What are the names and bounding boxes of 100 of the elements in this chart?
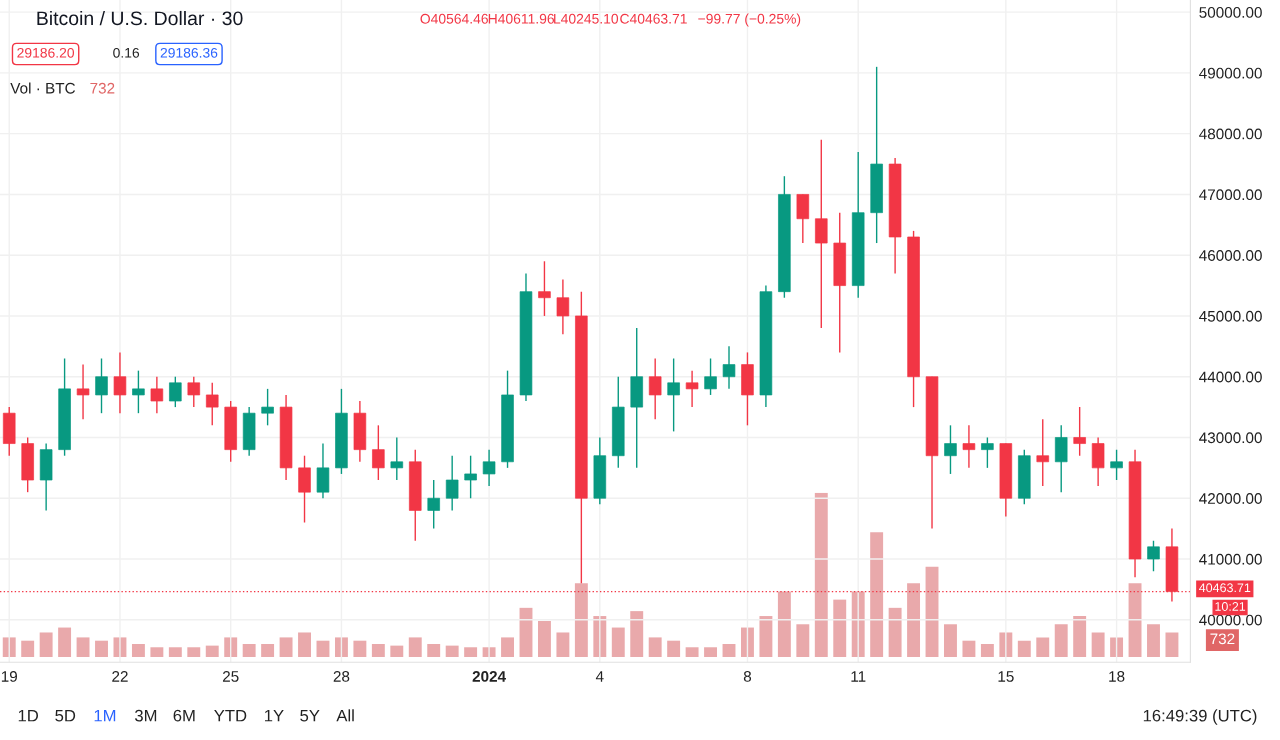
- y-tick-label: 40000.00: [1199, 614, 1262, 626]
- bar: [685, 647, 699, 658]
- bar: [870, 532, 884, 658]
- text: 16:49:39 (UTC): [1143, 709, 1257, 725]
- x-tick-label: 8: [743, 671, 752, 682]
- candlestick: [132, 369, 145, 414]
- text: 732: [1210, 633, 1235, 645]
- bar: [759, 616, 773, 658]
- annotation: 29186.36: [160, 47, 218, 58]
- y-tick-label: 46000.00: [1199, 250, 1262, 261]
- bar: [298, 632, 311, 658]
- candlestick: [205, 382, 219, 427]
- candlestick: [150, 376, 164, 414]
- bar: [519, 607, 533, 658]
- bar: [556, 632, 570, 658]
- bar: [131, 643, 145, 658]
- bar: [611, 627, 625, 658]
- y-tick-label: 45000.00: [1199, 310, 1262, 322]
- y-tick-label: 49000.00: [1199, 67, 1262, 79]
- candlestick: [169, 376, 182, 408]
- bar: [574, 583, 588, 658]
- bar: [1054, 624, 1068, 658]
- annotation: Vol · BTC: [10, 82, 76, 94]
- bar: [667, 640, 681, 658]
- candlestick: [1036, 418, 1050, 487]
- bar: [95, 640, 108, 658]
- x-tick-label: 2024: [472, 671, 506, 682]
- candlestick: [704, 357, 717, 396]
- y-tick-label: 42000.00: [1199, 493, 1262, 504]
- candlestick: [187, 376, 201, 408]
- bar: [833, 599, 847, 658]
- bar: [704, 647, 718, 658]
- candlestick: [1073, 406, 1086, 457]
- bar: [205, 645, 219, 658]
- bar: [1091, 632, 1105, 658]
- annotation: L40245.10: [554, 13, 619, 24]
- annotation: O40564.46: [420, 13, 488, 24]
- text: All: [336, 709, 354, 722]
- annotation: C40463.71: [620, 13, 687, 24]
- bar: [334, 637, 348, 658]
- y-tick-label: 41000.00: [1199, 553, 1262, 565]
- bar: [427, 643, 441, 658]
- x-tick-label: 22: [112, 671, 128, 682]
- bar: [1147, 624, 1160, 658]
- candlestick: [427, 479, 440, 530]
- candlestick: [1110, 448, 1123, 481]
- bar: [1017, 640, 1031, 658]
- candlestick: [667, 357, 680, 433]
- text: 1M: [94, 709, 116, 722]
- x-tick-label: 18: [1109, 671, 1125, 682]
- annotation: −99.77 (−0.25%): [698, 13, 801, 27]
- bar: [58, 627, 72, 658]
- text: 5Y: [300, 709, 320, 722]
- bar: [537, 620, 551, 658]
- x-tick-label: 15: [998, 671, 1014, 682]
- bar: [501, 637, 514, 658]
- bar: [150, 647, 164, 658]
- bar: [445, 645, 459, 658]
- candlestick: [944, 424, 957, 475]
- x-tick-label: 19: [1, 671, 17, 682]
- bar: [21, 640, 35, 658]
- x-tick-label: 11: [851, 671, 866, 682]
- y-tick-label: 47000.00: [1199, 189, 1262, 201]
- bar: [722, 643, 736, 658]
- candlestick: [445, 455, 459, 512]
- candlestick: [962, 424, 976, 469]
- bar: [464, 647, 478, 658]
- bar: [1036, 637, 1050, 658]
- bar: [261, 643, 275, 658]
- text: 1D: [18, 709, 39, 722]
- y-tick-label: 44000.00: [1199, 371, 1262, 383]
- bar: [2, 637, 16, 658]
- bar: [1110, 637, 1124, 658]
- bar: [888, 607, 902, 658]
- candlestick: [722, 345, 736, 390]
- bar: [1073, 616, 1087, 658]
- bar: [187, 647, 201, 658]
- text: YTD: [214, 709, 247, 722]
- bar: [1128, 583, 1142, 658]
- bar: [796, 624, 810, 658]
- candlestick: [390, 436, 404, 481]
- candlestick: [261, 388, 274, 427]
- candlestick: [556, 278, 570, 335]
- text: 6M: [173, 709, 195, 722]
- bar: [316, 640, 330, 658]
- candlestick: [482, 448, 496, 487]
- bar: [279, 637, 293, 658]
- annotation: 732: [90, 82, 115, 94]
- bar: [371, 643, 385, 658]
- bar: [1165, 632, 1179, 658]
- annotation: 0.16: [113, 47, 140, 58]
- bar: [814, 492, 828, 658]
- bar: [353, 640, 367, 658]
- x-tick-label: 28: [333, 671, 350, 682]
- candlestick: [113, 351, 127, 414]
- bar: [630, 611, 644, 658]
- text: 5D: [55, 709, 76, 722]
- bar: [39, 632, 53, 658]
- bar: [648, 637, 662, 658]
- y-tick-label: 43000.00: [1199, 432, 1262, 444]
